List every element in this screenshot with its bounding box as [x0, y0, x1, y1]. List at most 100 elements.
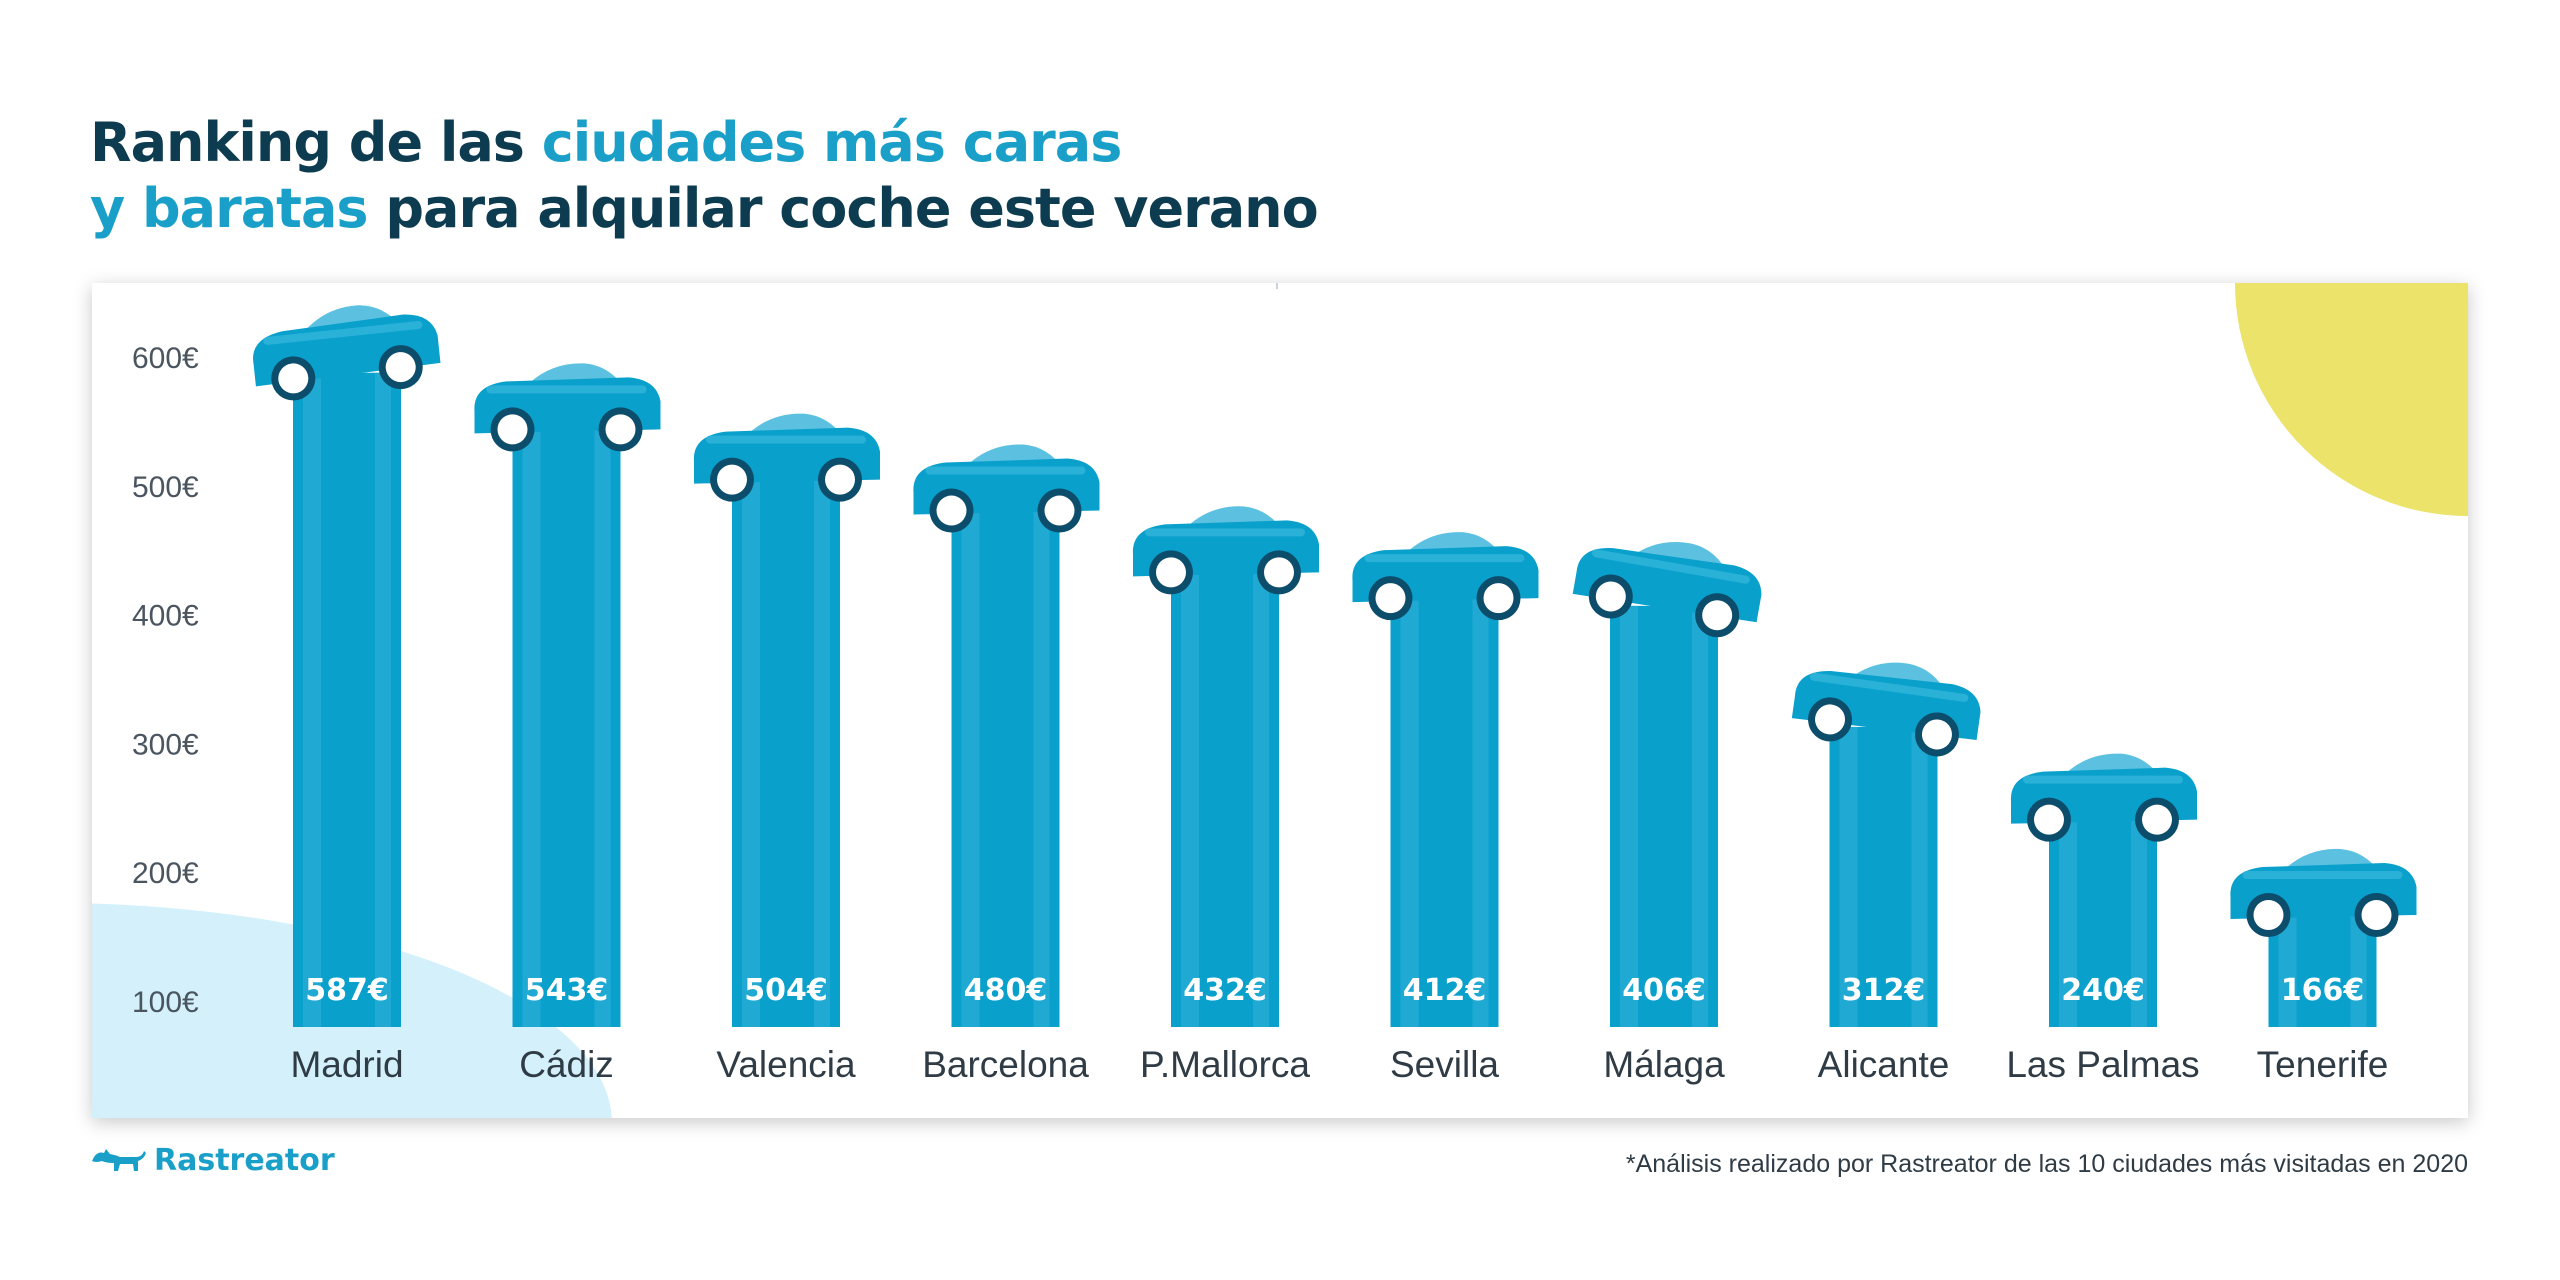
category-label: Sevilla: [1390, 1044, 1499, 1085]
car-hubcap: [2142, 804, 2172, 835]
bar-group: 480€ Barcelona: [913, 444, 1100, 1085]
bar-highlight: [1253, 572, 1269, 1027]
car-hubcap: [1921, 719, 1952, 750]
car-hubcap: [497, 414, 528, 445]
chart-title: Ranking de las ciudades más caras y bara…: [90, 110, 1319, 242]
bar-highlight: [1033, 510, 1050, 1027]
car-hubcap: [1483, 583, 1514, 614]
bar-highlight: [2278, 914, 2297, 1027]
car-hubcap: [2034, 804, 2064, 835]
car-icon: [1791, 662, 1981, 757]
bar-highlight: [1911, 726, 1928, 1027]
car-hubcap: [717, 464, 747, 495]
category-label: Cádiz: [519, 1044, 614, 1085]
car-hubcap: [1264, 557, 1294, 588]
car-hubcap: [605, 414, 636, 445]
title-line-1: Ranking de las ciudades más caras: [90, 110, 1318, 176]
bar-highlight: [375, 372, 391, 1027]
car-icon: [693, 413, 880, 502]
car-hubcap: [1156, 557, 1186, 588]
category-label: Tenerife: [2257, 1044, 2389, 1085]
bar-highlight: [2059, 819, 2077, 1027]
bar-value-label: 412€: [1403, 973, 1487, 1008]
car-hubcap: [2253, 899, 2284, 930]
category-label: Valencia: [716, 1044, 856, 1085]
bar-highlight: [961, 510, 980, 1027]
car-hubcap: [1595, 581, 1626, 612]
car-icon: [1132, 506, 1319, 595]
bar-highlight: [1839, 726, 1858, 1027]
car-trim: [2023, 775, 2183, 784]
bar-group: 312€ Alicante: [1791, 662, 1981, 1085]
car-trim: [1145, 528, 1305, 537]
bar-value-label: 240€: [2061, 973, 2145, 1008]
brand-name: Rastreator: [154, 1143, 335, 1178]
bar-value-label: 480€: [964, 973, 1048, 1008]
car-trim: [486, 385, 647, 394]
bar-group: 406€ Málaga: [1572, 541, 1762, 1085]
car-hubcap: [1815, 704, 1846, 735]
car-icon: [1352, 532, 1539, 621]
car-hubcap: [2361, 899, 2392, 930]
car-hubcap: [1044, 495, 1075, 526]
bar-highlight: [2131, 819, 2147, 1027]
bar-group: 432€ P.Mallorca: [1132, 506, 1319, 1085]
category-label: Barcelona: [922, 1044, 1089, 1085]
car-icon: [1572, 541, 1762, 638]
category-label: Málaga: [1603, 1044, 1725, 1085]
y-tick-label: 400€: [132, 600, 199, 633]
title-line-2: y baratas para alquilar coche este veran…: [90, 176, 1319, 242]
category-label: Madrid: [290, 1044, 403, 1085]
bar-value-label: 504€: [744, 973, 828, 1008]
title-highlight: y baratas: [90, 177, 369, 240]
car-hubcap: [1375, 583, 1406, 614]
bar-highlight: [522, 429, 541, 1027]
category-label: Alicante: [1818, 1044, 1950, 1085]
bar-group: 587€ Madrid: [253, 305, 441, 1085]
car-hubcap: [1702, 600, 1733, 631]
bar-group: 166€ Tenerife: [2230, 848, 2417, 1085]
bar-group: 412€ Sevilla: [1352, 532, 1539, 1085]
y-tick-label: 500€: [132, 471, 199, 504]
dog-icon: [92, 1148, 146, 1171]
brand-logo[interactable]: Rastreator: [90, 1143, 335, 1178]
title-highlight: ciudades más caras: [541, 111, 1123, 174]
bar-highlight: [1472, 598, 1489, 1027]
bar-highlight: [1181, 572, 1199, 1027]
bar-value-label: 432€: [1183, 973, 1267, 1008]
bar-value-label: 587€: [305, 973, 389, 1008]
bar-group: 240€ Las Palmas: [2006, 753, 2200, 1085]
car-trim: [1364, 554, 1525, 563]
decorative-sun: [2235, 283, 2468, 516]
car-icon: [474, 363, 661, 452]
bar-highlight: [742, 479, 760, 1027]
car-hubcap: [825, 464, 855, 495]
bar-group: 543€ Cádiz: [474, 363, 661, 1085]
car-trim: [263, 321, 423, 345]
car-icon: [2010, 753, 2197, 842]
bar-highlight: [1620, 605, 1638, 1027]
car-hubcap: [278, 363, 309, 394]
title-part: Ranking de las: [90, 111, 542, 174]
bar-value-label: 312€: [1842, 973, 1926, 1008]
title-part: para alquilar coche este verano: [367, 177, 1318, 240]
bar-highlight: [1400, 598, 1419, 1027]
y-tick-label: 300€: [132, 728, 199, 761]
y-tick-label: 600€: [132, 342, 199, 375]
bar-highlight: [814, 479, 830, 1027]
bar-highlight: [2350, 914, 2367, 1027]
car-trim: [706, 435, 866, 444]
car-hubcap: [385, 352, 416, 383]
bar-value-label: 543€: [525, 973, 609, 1008]
bar-highlight: [594, 429, 611, 1027]
footnote: *Análisis realizado por Rastreator de la…: [1625, 1150, 2468, 1178]
category-label: P.Mallorca: [1140, 1044, 1310, 1085]
car-trim: [925, 466, 1086, 475]
y-tick-label: 100€: [132, 986, 199, 1019]
car-icon: [253, 305, 441, 401]
bar-chart: 100€ 200€ 300€ 400€ 500€ 600€ 587€ Madrid 543€ Cá…: [92, 283, 2468, 1118]
car-icon: [2230, 848, 2417, 937]
bar-group: 504€ Valencia: [693, 413, 880, 1085]
car-trim: [1809, 672, 1969, 702]
bar-highlight: [303, 372, 321, 1027]
